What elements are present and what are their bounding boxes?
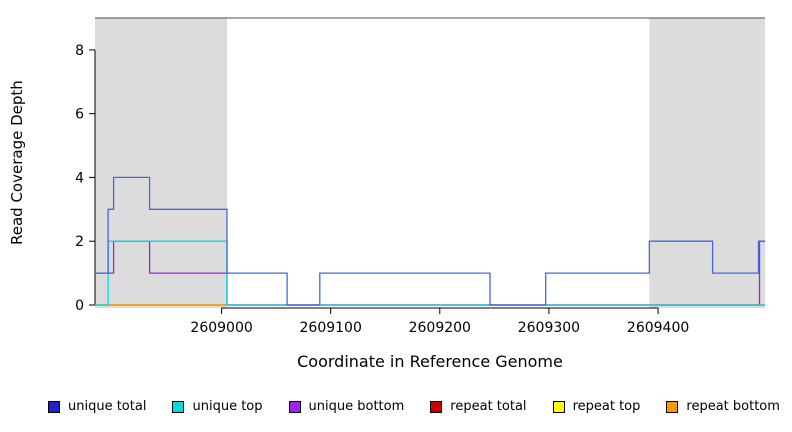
coverage-plot-canvas: 0 2 4 6 8 2609000 2609100 2609200 2609300 2609400: [75, 17, 765, 336]
legend-swatch-unique-total: [48, 400, 60, 413]
shaded-region-right: [649, 18, 765, 308]
y-tick-label: 8: [75, 43, 84, 59]
legend-item-repeat-top: repeat top: [552, 399, 641, 414]
legend-item-unique-total: unique total: [48, 399, 146, 414]
x-axis-label: Coordinate in Reference Genome: [297, 352, 563, 371]
y-tick-label: 2: [75, 234, 84, 250]
unique-total-line: [95, 176, 765, 306]
legend-label: repeat total: [450, 399, 527, 414]
legend-swatch-repeat-top: [552, 400, 565, 413]
y-tick-label: 0: [75, 298, 84, 314]
x-tick-label: 2609200: [409, 320, 471, 336]
legend-label: unique top: [192, 399, 263, 414]
unique-bottom-line: [95, 240, 765, 306]
legend-label: repeat top: [572, 399, 641, 414]
legend-swatch-repeat-total: [430, 400, 443, 413]
legend-swatch-unique-top: [172, 400, 185, 413]
shaded-region-left: [95, 18, 227, 308]
legend-item-unique-top: unique top: [172, 399, 263, 414]
legend-item-unique-bottom: unique bottom: [288, 399, 405, 414]
y-tick-label: 4: [75, 170, 84, 186]
legend-item-repeat-bottom: repeat bottom: [666, 399, 780, 414]
y-axis-label: Read Coverage Depth: [8, 80, 26, 246]
legend-label: unique bottom: [308, 399, 405, 414]
legend-item-repeat-total: repeat total: [430, 399, 527, 414]
legend-label: repeat bottom: [686, 399, 780, 414]
x-tick-label: 2609000: [190, 320, 252, 336]
legend-swatch-repeat-bottom: [666, 400, 679, 413]
x-tick-label: 2609100: [300, 320, 362, 336]
x-tick-label: 2609300: [518, 320, 580, 336]
legend-label: unique total: [68, 399, 147, 414]
x-tick-label: 2609400: [627, 320, 689, 336]
y-tick-label: 6: [75, 107, 84, 123]
plot-legend: unique total unique top unique bottom repea…: [48, 399, 780, 414]
legend-swatch-unique-bottom: [288, 400, 301, 413]
